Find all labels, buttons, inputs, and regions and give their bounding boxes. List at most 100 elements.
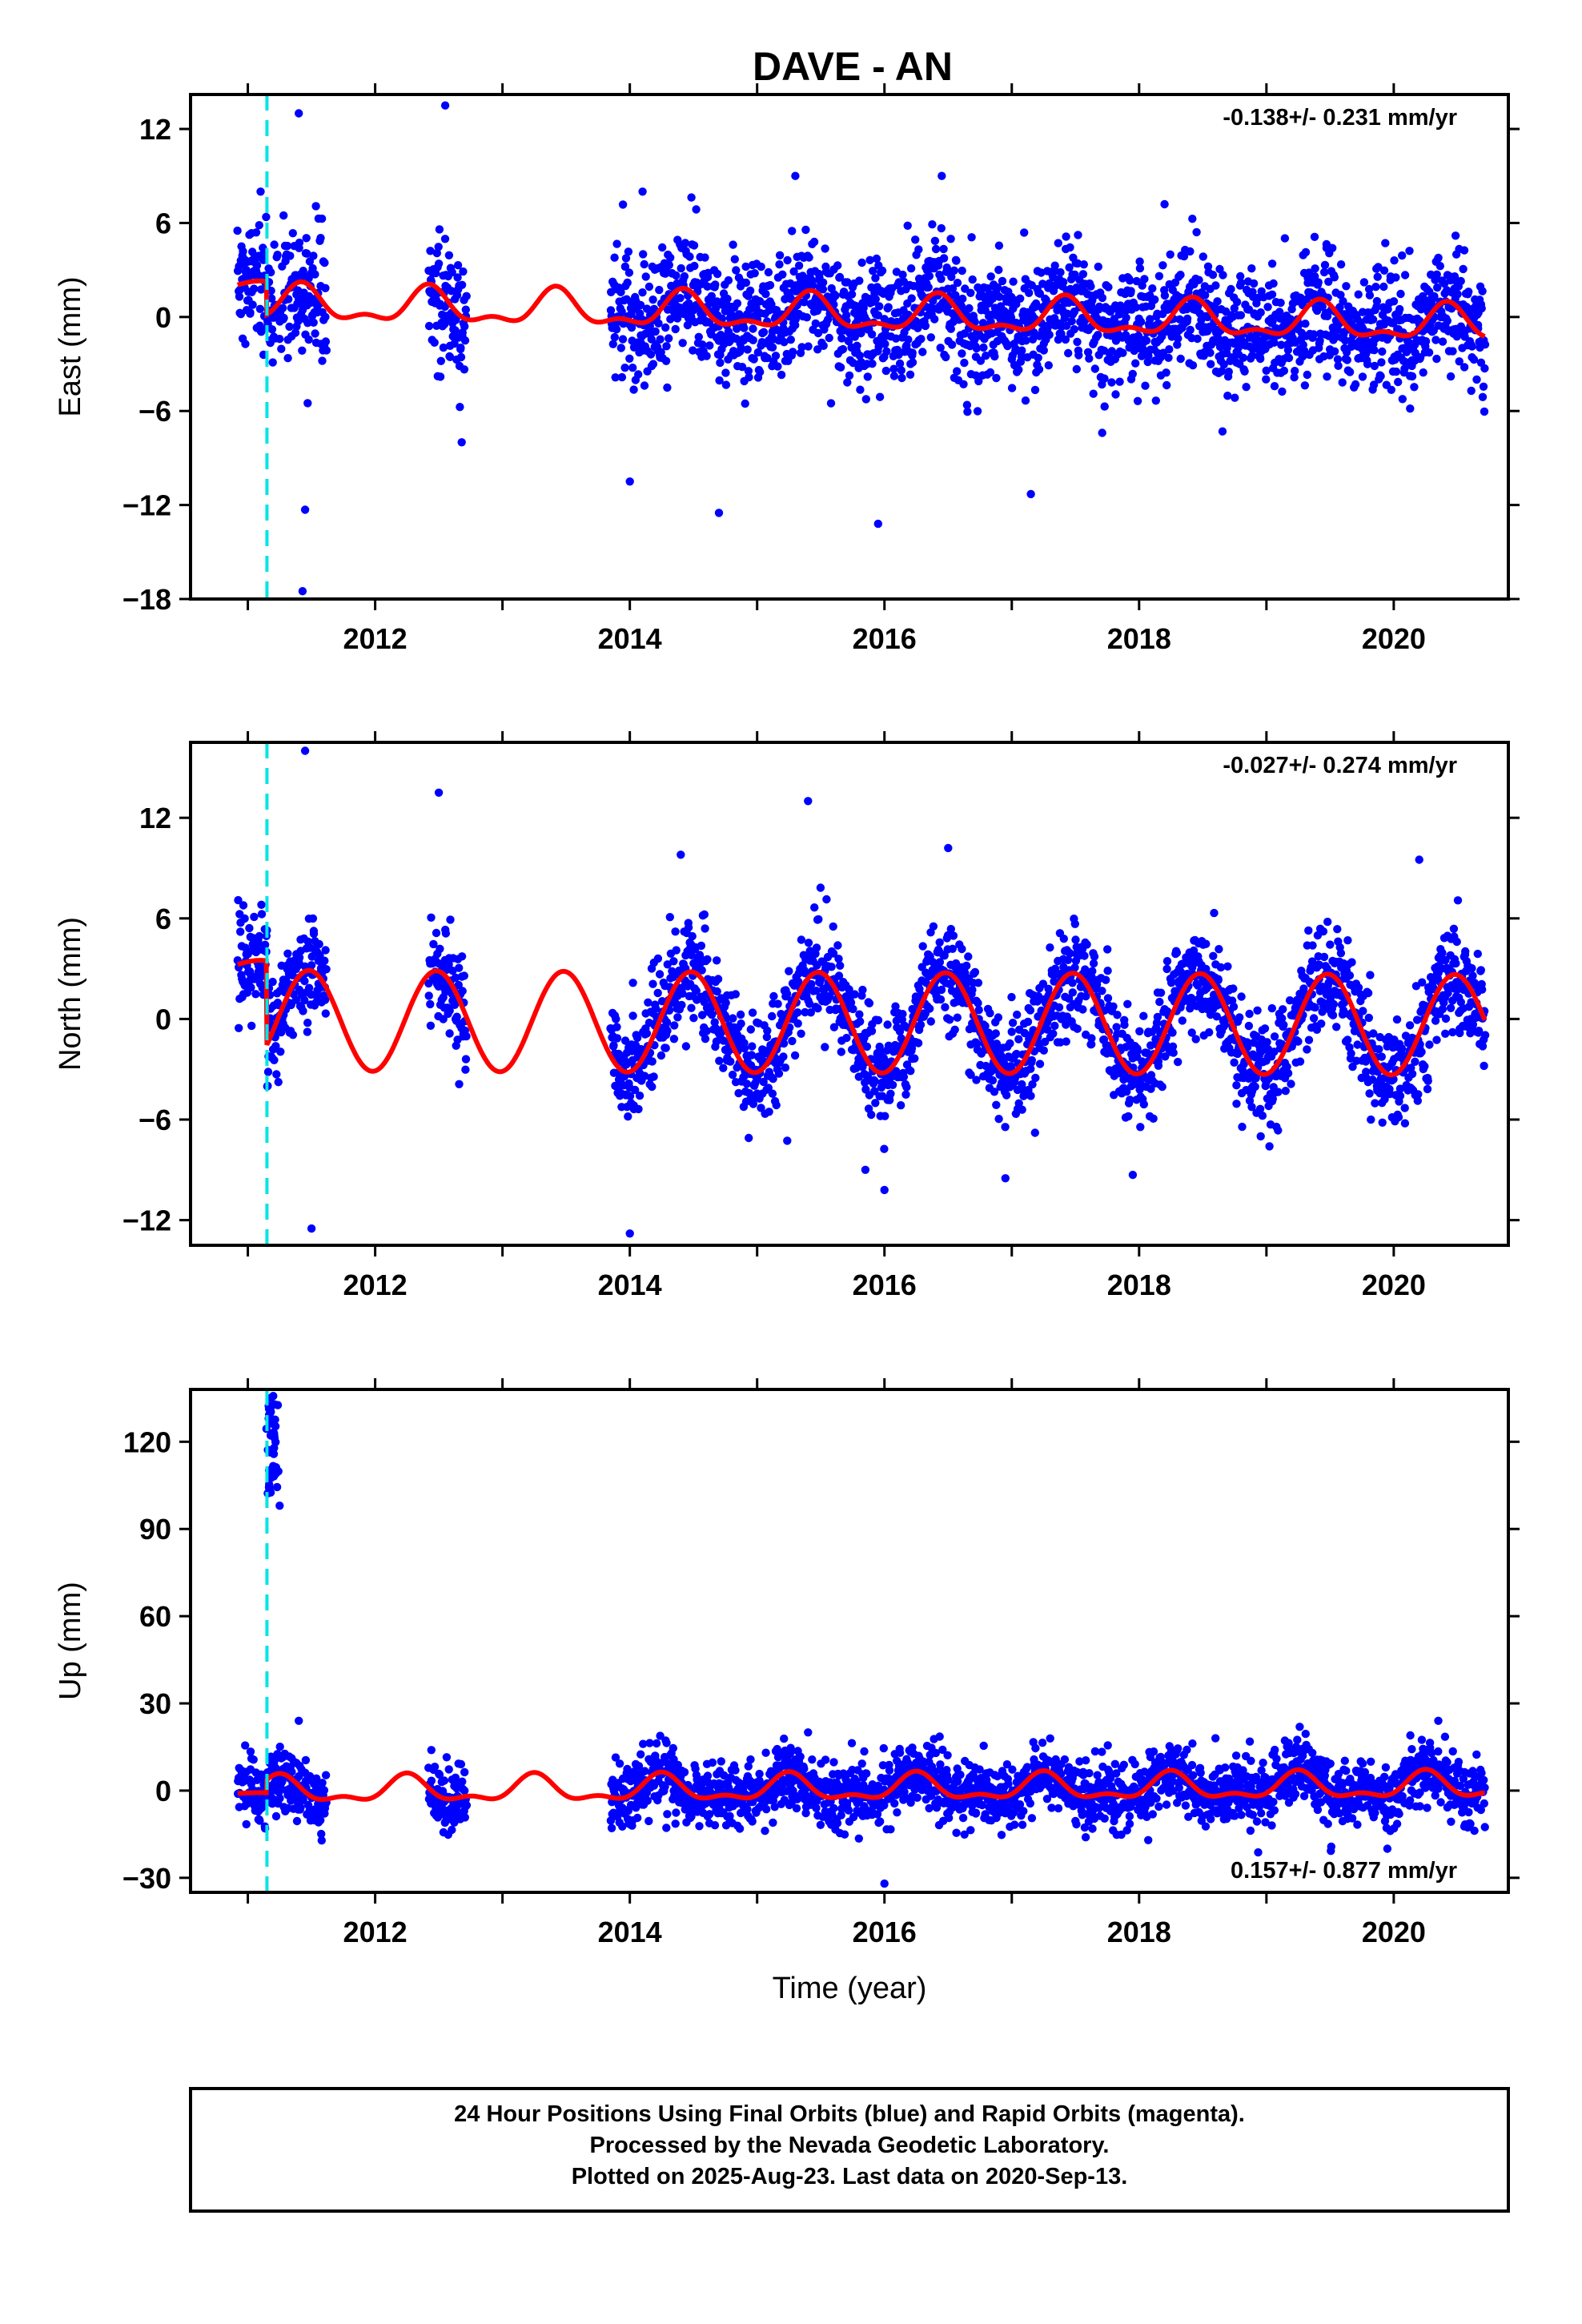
east-point <box>805 253 813 262</box>
east-point <box>1398 395 1407 404</box>
east-point <box>1263 303 1272 312</box>
east-point <box>1090 364 1100 373</box>
north-point <box>1064 994 1074 1003</box>
east-point <box>1150 295 1159 304</box>
east-point <box>456 352 466 362</box>
north-point <box>992 1039 1002 1048</box>
north-point <box>988 1076 998 1085</box>
north-point <box>827 963 836 971</box>
east-point <box>843 378 852 387</box>
east-point <box>288 229 297 238</box>
east-point <box>1074 351 1083 360</box>
east-point <box>460 365 469 374</box>
east-point <box>953 279 962 287</box>
north-point <box>713 975 723 983</box>
east-point <box>1270 338 1279 347</box>
north-point <box>1082 940 1091 949</box>
north-points <box>233 746 1490 1238</box>
north-point <box>240 914 249 923</box>
north-point <box>836 961 845 971</box>
north-point <box>972 1076 981 1084</box>
east-point <box>456 344 465 352</box>
east-point <box>1339 297 1347 306</box>
north-point <box>276 1047 285 1056</box>
north-point <box>1070 919 1080 929</box>
east-point <box>268 358 277 367</box>
east-point <box>800 298 809 307</box>
east-point <box>628 364 637 372</box>
north-point <box>782 990 792 999</box>
east-point <box>1310 232 1319 241</box>
north-point <box>1168 1042 1178 1051</box>
east-point <box>1477 304 1486 313</box>
east-point <box>1438 337 1447 346</box>
east-point <box>1236 271 1245 281</box>
north-point <box>458 987 467 995</box>
east-point <box>1480 407 1489 416</box>
east-point <box>979 343 988 352</box>
north-point <box>303 1027 312 1036</box>
east-point <box>279 211 288 220</box>
north-point <box>1407 1069 1417 1079</box>
north-point <box>1311 1003 1319 1012</box>
east-point <box>617 308 626 316</box>
north-point <box>1142 1048 1152 1058</box>
east-point <box>1333 355 1343 364</box>
north-point <box>734 1088 743 1098</box>
north-point <box>321 1009 330 1018</box>
east-point <box>907 294 916 303</box>
north-outlier-point <box>861 1165 870 1175</box>
east-point <box>459 267 468 276</box>
east-point <box>648 296 657 304</box>
north-point <box>1230 1058 1239 1068</box>
east-xtick-label: 2016 <box>853 622 917 655</box>
north-point <box>1397 1044 1407 1053</box>
north-point <box>1265 1142 1274 1151</box>
east-point <box>1199 252 1208 261</box>
north-point <box>1066 949 1074 958</box>
north-point <box>871 1099 880 1108</box>
north-point <box>1267 1003 1277 1013</box>
north-point <box>236 927 245 936</box>
east-point <box>460 336 470 345</box>
east-point <box>1128 369 1138 379</box>
east-point <box>1370 346 1379 355</box>
north-point <box>1232 1100 1241 1108</box>
east-point <box>780 338 789 347</box>
east-point <box>1073 259 1082 268</box>
east-point <box>1064 348 1073 358</box>
north-point <box>663 1027 672 1035</box>
north-point <box>1438 948 1447 958</box>
east-point <box>1456 276 1465 286</box>
north-point <box>846 998 856 1007</box>
north-point <box>1354 983 1363 992</box>
north-point <box>962 961 971 971</box>
east-point <box>1208 271 1218 279</box>
east-point <box>705 341 714 350</box>
east-point <box>1478 392 1488 401</box>
north-point <box>1063 955 1073 965</box>
north-point <box>1476 966 1486 975</box>
east-point <box>1464 287 1473 296</box>
east-point <box>1195 275 1203 284</box>
east-point <box>424 321 434 331</box>
east-points <box>233 101 1490 596</box>
north-point <box>288 1031 298 1039</box>
north-point <box>673 1013 682 1022</box>
east-point <box>1085 354 1094 363</box>
north-point <box>833 941 842 950</box>
east-point <box>676 294 685 303</box>
east-point <box>1165 345 1174 354</box>
east-point <box>831 292 840 300</box>
east-point <box>235 292 244 301</box>
north-point <box>1078 1005 1087 1014</box>
east-point <box>965 304 974 313</box>
east-xtick-label: 2020 <box>1362 622 1426 655</box>
east-point <box>448 267 456 277</box>
north-point <box>1359 1007 1367 1015</box>
east-point <box>973 407 982 416</box>
north-point <box>935 958 945 967</box>
east-point <box>1371 283 1380 292</box>
east-point <box>1134 332 1143 340</box>
east-point <box>283 354 292 363</box>
